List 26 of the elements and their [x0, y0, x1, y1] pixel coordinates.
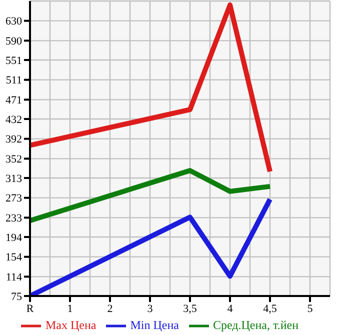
y-tick-label: 194: [6, 232, 22, 244]
y-tick-label: 75: [11, 290, 22, 303]
y-tick-label: 233: [6, 212, 22, 225]
x-tick-label: 5: [307, 302, 314, 315]
legend-label: Min Цена: [130, 318, 179, 332]
legend-label: Сред.Цена, т.йен: [212, 318, 299, 332]
y-tick-label: 114: [6, 272, 22, 284]
y-tick-label: 630: [6, 16, 22, 28]
y-tick-label: 273: [6, 192, 22, 205]
x-tick-label: 4: [227, 302, 234, 315]
y-tick-label: 551: [6, 54, 22, 67]
x-tick-label: 1: [67, 302, 73, 315]
x-tick-label: 3: [147, 302, 154, 315]
x-tick-label: 4,5: [263, 302, 278, 315]
y-tick-label: 471: [6, 94, 22, 107]
y-tick-label: 154: [6, 252, 22, 264]
x-tick-label: R: [26, 302, 34, 315]
x-tick-label: 3,5: [183, 302, 198, 315]
y-tick-label: 313: [6, 172, 22, 185]
y-tick-label: 511: [6, 74, 22, 87]
y-tick-label: 590: [6, 36, 22, 48]
x-tick-label: 2: [107, 302, 113, 315]
legend-label: Max Цена: [45, 318, 96, 332]
y-tick-label: 392: [6, 134, 22, 146]
y-tick-label: 432: [6, 114, 22, 126]
y-tick-label: 352: [6, 154, 22, 166]
